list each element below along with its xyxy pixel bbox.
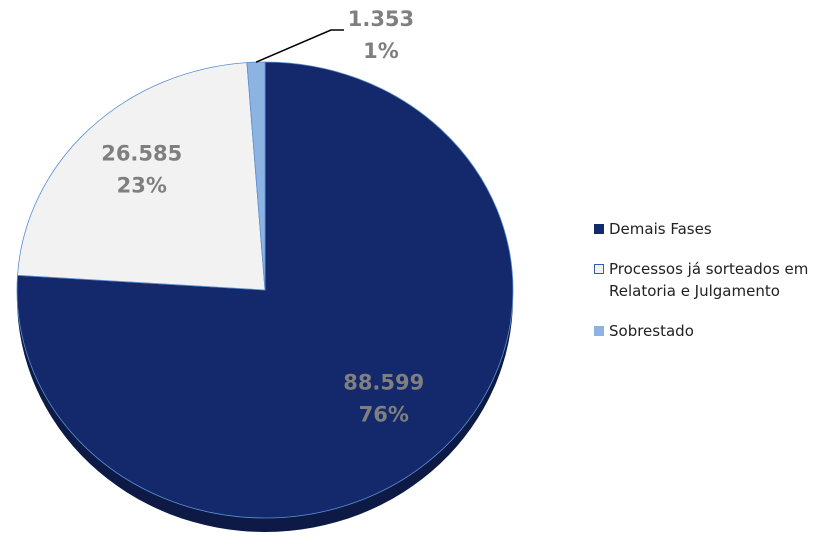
legend-swatch bbox=[594, 264, 604, 274]
value-label: 1.353 bbox=[348, 7, 414, 31]
percent-label: 23% bbox=[117, 174, 167, 198]
labels: 88.599 76% 26.585 23% 1.353 1% bbox=[101, 7, 424, 426]
value-label: 88.599 bbox=[343, 370, 424, 394]
pie-slice bbox=[17, 62, 266, 291]
legend-item: Processos já sorteados em Relatoria e Ju… bbox=[594, 258, 834, 302]
legend-swatch bbox=[594, 224, 604, 234]
value-label: 26.585 bbox=[101, 142, 182, 166]
slices bbox=[16, 61, 514, 519]
legend-label: Sobrestado bbox=[609, 322, 694, 340]
leader-line bbox=[255, 29, 344, 63]
legend-item: Demais Fases bbox=[594, 218, 834, 240]
legend: Demais Fases Processos já sorteados em Re… bbox=[594, 218, 834, 360]
legend-swatch bbox=[594, 326, 604, 336]
percent-label: 76% bbox=[359, 402, 409, 426]
legend-label: Demais Fases bbox=[609, 220, 712, 238]
legend-label: Processos já sorteados em Relatoria e Ju… bbox=[609, 260, 809, 300]
legend-item: Sobrestado bbox=[594, 320, 834, 342]
percent-label: 1% bbox=[363, 39, 399, 63]
